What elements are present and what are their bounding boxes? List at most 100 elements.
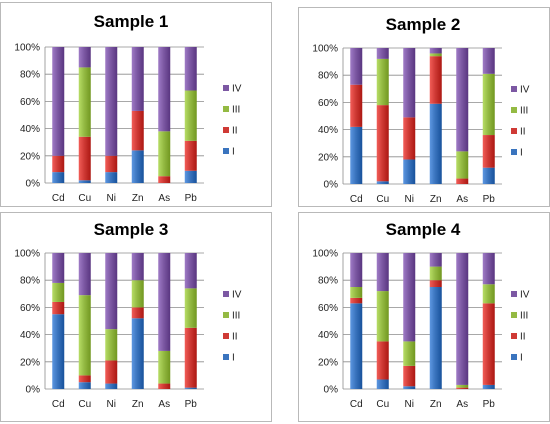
y-tick-label: 20% <box>318 357 338 368</box>
bar-segment-cd-ii <box>350 84 363 127</box>
bar-segment-pb-i <box>482 167 495 184</box>
y-tick-label: 100% <box>312 249 338 260</box>
legend-label: II <box>520 127 526 138</box>
x-tick-label: Zn <box>430 399 442 410</box>
bar-segment-pb-i <box>184 170 197 183</box>
legend-label: II <box>232 332 238 343</box>
bar-segment-cu-i <box>78 180 91 183</box>
legend-label: III <box>520 106 528 117</box>
chart-panel-sample-1: Sample 1 0% 20% 40% 60% 80% 100% Cd Cu Ni Zn As Pb IV… <box>0 2 272 207</box>
bar-segment-zn-iii <box>429 266 442 281</box>
bar-segment-pb-iv <box>482 253 495 285</box>
chart-svg: Sample 4 0% 20% 40% 60% 80% 100% Cd Cu Ni Zn As Pb IV… <box>312 220 530 410</box>
bar-segment-cu-i <box>376 379 389 389</box>
y-tick-label: 40% <box>318 330 338 341</box>
bar-segment-cu-ii <box>78 375 91 383</box>
legend-swatch-i <box>223 354 229 360</box>
x-tick-label: Ni <box>405 194 414 205</box>
x-tick-label: Ni <box>405 399 414 410</box>
y-tick-label: 0% <box>26 385 41 396</box>
legend-label: IV <box>232 290 242 301</box>
bar-segment-ni-iv <box>105 253 118 330</box>
y-tick-label: 100% <box>14 249 40 260</box>
bar-segment-cd-iv <box>350 48 363 85</box>
bar-segment-cu-iv <box>376 253 389 292</box>
bar-segment-cd-ii <box>52 301 65 315</box>
bar-segment-zn-iv <box>429 48 442 54</box>
bar-segment-ni-ii <box>105 155 118 173</box>
legend-label: IV <box>520 290 530 301</box>
y-tick-label: 80% <box>318 71 338 82</box>
chart-title: Sample 4 <box>386 220 461 239</box>
y-tick-label: 20% <box>318 152 338 163</box>
bar-segment-cu-iii <box>376 58 389 106</box>
bar-segment-cd-i <box>350 126 363 184</box>
bar-segment-as-iii <box>158 131 171 177</box>
bar-segment-as-iv <box>158 253 171 351</box>
bar-segment-cu-iv <box>376 48 389 59</box>
legend-label: I <box>232 147 235 158</box>
legend-swatch-ii <box>511 333 517 339</box>
bar-segment-zn-ii <box>429 56 442 104</box>
y-tick-label: 40% <box>20 124 40 135</box>
legend-label: III <box>520 311 528 322</box>
x-tick-label: Cu <box>376 399 389 410</box>
x-tick-label: Ni <box>107 399 116 410</box>
x-tick-label: Cd <box>350 194 363 205</box>
legend-label: IV <box>520 85 530 96</box>
x-tick-label: Cd <box>52 193 65 204</box>
bar-segment-ni-iii <box>105 329 118 361</box>
x-tick-label: Zn <box>132 399 144 410</box>
x-tick-label: As <box>456 194 468 205</box>
x-tick-label: Cd <box>52 399 65 410</box>
bar-segment-cu-iii <box>376 291 389 342</box>
legend-label: I <box>232 353 235 364</box>
bar-segment-as-iii <box>158 350 171 384</box>
legend-swatch-ii <box>511 128 517 134</box>
y-tick-label: 80% <box>20 70 40 81</box>
bar-segment-pb-ii <box>482 135 495 168</box>
bar-segment-pb-iii <box>482 284 495 304</box>
chart-svg: Sample 3 0% 20% 40% 60% 80% 100% Cd Cu Ni Zn As Pb IV… <box>14 220 242 410</box>
y-tick-label: 60% <box>318 98 338 109</box>
legend-swatch-iv <box>511 291 517 297</box>
bar-segment-pb-iv <box>184 47 197 91</box>
bar-segment-cu-ii <box>78 136 91 181</box>
x-tick-label: Zn <box>430 194 442 205</box>
legend-swatch-iii <box>223 312 229 318</box>
bar-segment-cu-iii <box>78 67 91 137</box>
x-tick-label: Pb <box>483 399 496 410</box>
bar-segment-cu-i <box>78 382 91 389</box>
y-tick-label: 20% <box>20 151 40 162</box>
bar-segment-cd-ii <box>52 155 65 173</box>
bar-segment-cd-i <box>350 303 363 389</box>
bar-segment-as-iv <box>158 47 171 132</box>
bar-segment-zn-i <box>429 103 442 184</box>
bar-segment-zn-i <box>131 150 144 183</box>
chart-panel-sample-4: Sample 4 0% 20% 40% 60% 80% 100% Cd Cu Ni Zn As Pb IV… <box>298 212 550 422</box>
x-tick-label: Cd <box>350 399 363 410</box>
bar-segment-pb-i <box>184 387 197 389</box>
bar-segment-zn-ii <box>131 307 144 319</box>
bar-segment-zn-iii <box>429 53 442 57</box>
bar-segment-cu-ii <box>376 105 389 182</box>
bar-segment-pb-ii <box>482 303 495 385</box>
bar-segment-ni-i <box>403 386 416 389</box>
bar-segment-ni-iv <box>403 48 416 118</box>
x-tick-label: Zn <box>132 193 144 204</box>
bar-segment-ni-i <box>105 383 118 389</box>
legend-swatch-i <box>511 149 517 155</box>
bar-segment-ni-i <box>403 159 416 184</box>
bar-segment-cd-ii <box>350 297 363 304</box>
bar-segment-as-iii <box>456 151 469 179</box>
bar-segment-cd-iii <box>350 287 363 298</box>
bar-segment-cd-iv <box>350 253 363 287</box>
bar-segment-zn-i <box>429 287 442 389</box>
x-tick-label: Ni <box>107 193 116 204</box>
bar-segment-as-iv <box>456 253 469 385</box>
bar-segment-pb-iii <box>482 73 495 136</box>
legend-swatch-i <box>223 148 229 154</box>
chart-panel-sample-2: Sample 2 0% 20% 40% 60% 80% 100% Cd Cu Ni Zn As Pb IV… <box>298 7 550 207</box>
y-tick-label: 0% <box>26 179 41 190</box>
bar-segment-pb-iv <box>482 48 495 74</box>
